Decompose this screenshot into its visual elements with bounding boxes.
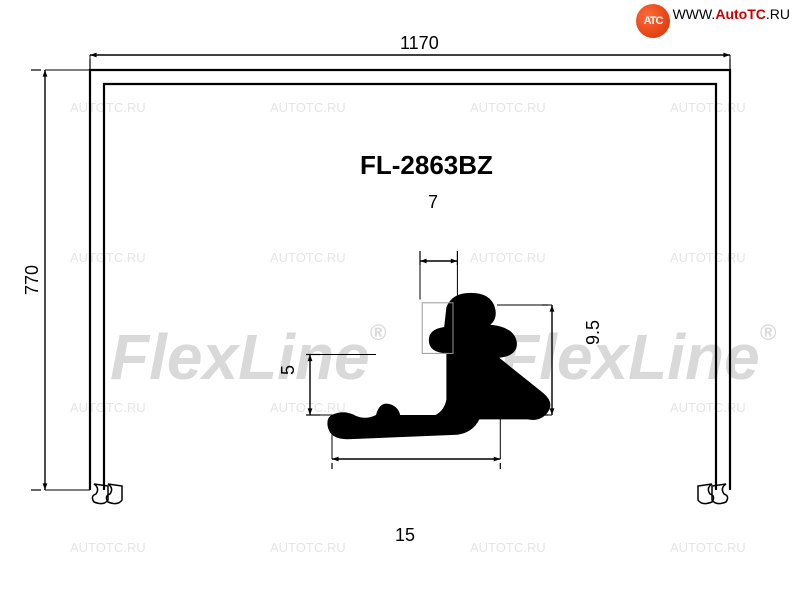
dim-profile-height: 9.5 <box>583 320 604 345</box>
dim-profile-inner: 5 <box>278 365 299 375</box>
dim-outer-height: 770 <box>22 265 43 295</box>
technical-drawing <box>0 0 800 600</box>
dim-outer-width: 1170 <box>400 33 439 54</box>
part-number: FL-2863BZ <box>360 150 493 181</box>
dim-profile-top: 7 <box>428 192 438 213</box>
dim-profile-width: 15 <box>395 525 415 546</box>
